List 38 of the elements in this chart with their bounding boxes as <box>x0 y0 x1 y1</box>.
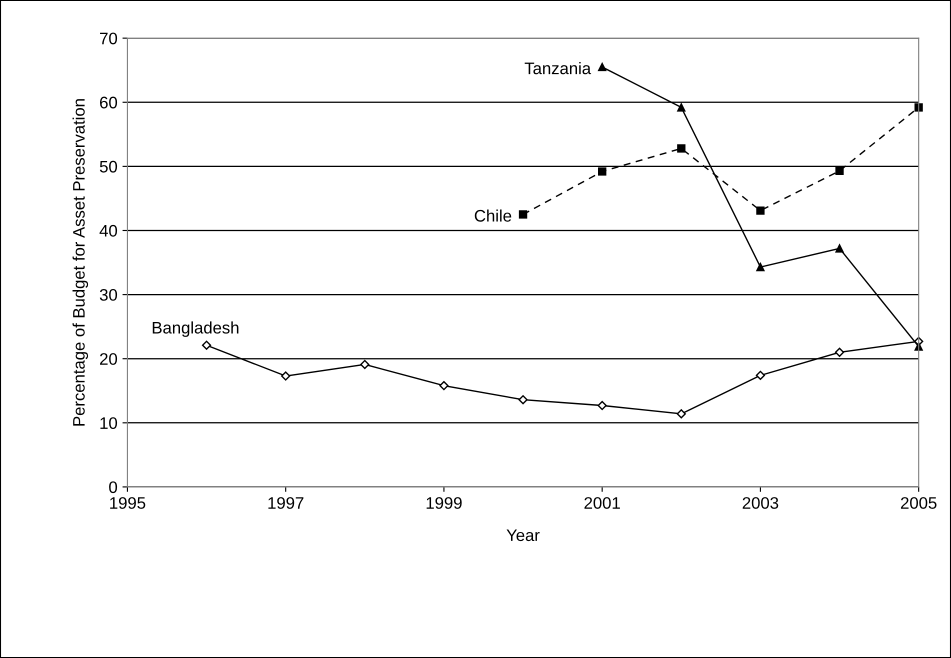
y-axis-title: Percentage of Budget for Asset Preservation <box>72 99 88 426</box>
y-tick-label: 70 <box>100 32 118 44</box>
x-tick-label: 1999 <box>426 497 462 509</box>
point <box>598 400 607 410</box>
point <box>360 360 370 370</box>
point <box>598 62 606 72</box>
x-tick-label: 2001 <box>584 497 620 509</box>
series-label: Bangladesh <box>152 321 238 337</box>
series-label: Chile <box>474 209 512 222</box>
x-tick-label: 1997 <box>268 497 304 509</box>
series-label: Tanzania <box>524 62 592 74</box>
point <box>677 144 686 153</box>
point <box>518 395 528 404</box>
point <box>439 381 449 390</box>
x-axis-title: Year <box>506 529 540 542</box>
point <box>676 409 686 418</box>
x-tick-label: 2003 <box>742 497 778 509</box>
point <box>202 340 212 350</box>
point <box>834 348 844 357</box>
point <box>518 210 528 219</box>
point <box>756 262 765 272</box>
point <box>756 370 766 380</box>
y-tick-label: 30 <box>100 288 118 301</box>
x-tick-label: 2005 <box>900 497 937 509</box>
point <box>756 206 765 215</box>
point <box>835 166 844 176</box>
point <box>677 103 686 112</box>
y-tick-label: 0 <box>109 481 118 494</box>
y-tick-label: 40 <box>100 224 118 237</box>
y-tick-label: 60 <box>100 96 118 108</box>
x-tick-label: 1995 <box>110 497 146 509</box>
point <box>835 244 844 253</box>
y-tick-label: 10 <box>100 417 118 430</box>
point <box>914 103 923 112</box>
y-tick-label: 50 <box>100 160 118 173</box>
point <box>281 371 290 381</box>
point <box>598 167 606 176</box>
y-tick-label: 20 <box>100 353 118 365</box>
